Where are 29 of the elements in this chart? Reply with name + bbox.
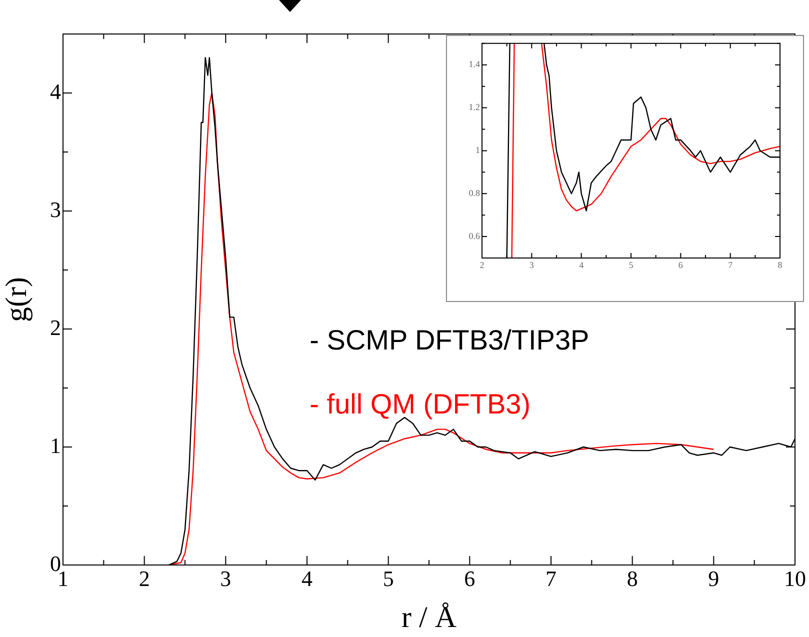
y-axis-title: g(r) — [0, 277, 33, 322]
y-tick-label: 3 — [50, 196, 61, 222]
x-tick-label: 6 — [678, 260, 684, 270]
text: - SCMP DFTB3/TIP3P — [310, 324, 590, 356]
x-tick-label: 3 — [220, 566, 232, 591]
x-tick-label: 7 — [546, 566, 556, 591]
x-axis-title: r / Å — [402, 600, 457, 634]
y-tick-label: 1.2 — [468, 102, 480, 112]
y-tick-label: 0 — [50, 550, 61, 576]
x-tick-label: 6 — [464, 566, 476, 591]
y-tick-label: 1.4 — [468, 59, 480, 70]
x-tick-label: 9 — [708, 566, 720, 591]
y-tick-label: 4 — [50, 78, 61, 104]
x-tick-label: 4 — [302, 566, 312, 591]
x-tick-label: 4 — [579, 260, 584, 270]
y-tick-label: 0.8 — [468, 188, 480, 198]
x-tick-label: 8 — [778, 260, 783, 270]
y-tick-label: 1 — [50, 432, 61, 458]
x-tick-label: 7 — [728, 260, 734, 270]
x-tick-label: 10 — [784, 566, 806, 591]
x-tick-label: 8 — [626, 566, 638, 591]
x-tick-label: 2 — [138, 566, 150, 591]
x-tick-label: 5 — [382, 566, 394, 591]
y-tick-label: 1 — [476, 145, 480, 156]
y-tick-label: 2 — [50, 314, 61, 340]
x-tick-label: 5 — [628, 260, 634, 270]
series-label: - full QM (DFTB3) — [310, 388, 531, 420]
x-tick-label: 3 — [529, 260, 534, 270]
y-tick-label: 0.6 — [468, 230, 480, 241]
